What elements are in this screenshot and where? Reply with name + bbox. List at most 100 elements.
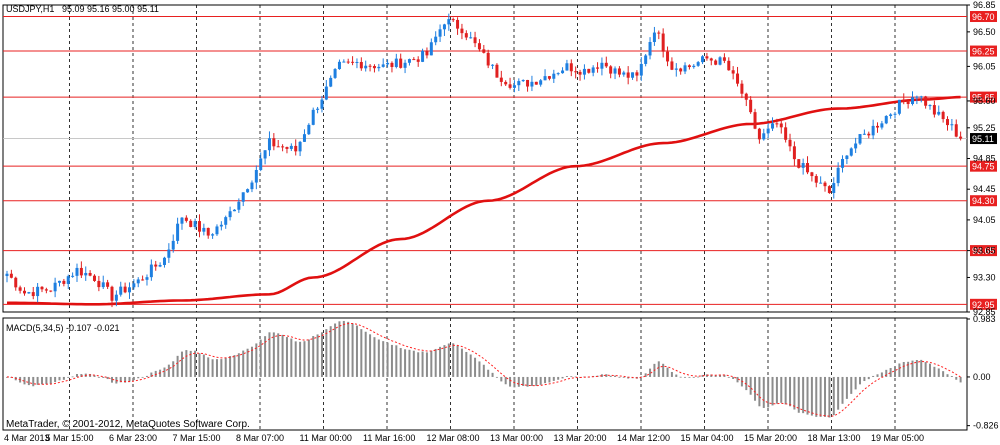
macd-bar [430,350,433,377]
current-price-text: 95.11 [972,134,994,144]
candle [897,99,901,116]
candle [744,92,748,107]
candle [442,23,446,36]
macd-bar [49,376,52,385]
candle [298,140,302,157]
macd-bar [688,376,691,378]
candle [53,277,57,298]
candle [75,263,79,282]
macd-signal-line [6,323,961,417]
candle [456,17,460,35]
time-tick-label: 13 Mar 20:00 [554,433,607,443]
candle [167,243,171,263]
time-tick-label: 6 Mar 23:00 [109,433,157,443]
candle [596,62,600,73]
macd-bar [141,376,144,378]
candle [206,227,210,239]
candle [696,60,700,67]
candle [884,115,888,125]
candle [959,131,963,141]
macd-bar [872,375,875,377]
macd-bar [657,361,660,377]
macd-bar [824,376,827,417]
candle [403,59,407,74]
candle [854,137,858,154]
macd-bar [662,363,665,377]
candle [652,26,656,46]
macd-bar [465,351,468,377]
candle [561,67,565,74]
macd-bar [880,372,883,377]
candle [307,123,311,136]
level-label: 94.30 [970,195,997,207]
macd-bar [277,333,280,377]
macd-bar [124,376,127,383]
macd-bar [806,376,809,415]
macd-bar [745,376,748,391]
macd-bar [154,370,157,377]
candle [631,72,635,80]
candle [355,58,359,69]
macd-bar [771,376,774,406]
candle [622,70,626,77]
candle [390,61,394,73]
candle [154,260,158,271]
candle [351,56,355,66]
macd-bar [224,357,227,377]
candle [858,134,862,145]
macd-bar [924,362,927,377]
candle [394,53,398,69]
candle [718,56,722,66]
macd-bar [530,376,533,386]
candle [534,81,538,85]
candle [928,104,932,110]
candle [464,30,468,41]
macd-bar [255,343,258,377]
macd-bar [701,374,704,377]
macd-bar [570,376,573,378]
candle [289,143,293,151]
macd-bar [815,376,818,417]
macd-bar [194,350,197,377]
time-tick-label: 14 Mar 12:00 [617,433,670,443]
macd-bar [605,374,608,377]
time-tick-label: 7 Mar 15:00 [173,433,221,443]
time-tick-label: 4 Mar 2013 [4,433,50,443]
candle [224,215,228,229]
candle [110,285,114,308]
price-tick-label: 95.25 [973,123,996,133]
macd-bar [666,367,669,377]
time-tick-label: 8 Mar 07:00 [236,433,284,443]
macd-bar [229,356,232,377]
candle [722,53,726,64]
macd-bar [334,323,337,377]
candle [626,66,630,85]
candle [578,69,582,81]
candle [219,221,223,231]
macd-bar [697,376,700,378]
macd-bar [955,376,958,380]
macd-bar [272,332,275,377]
candle [810,171,814,182]
macd-bar [561,376,564,379]
macd-bar [767,376,770,408]
macd-bar [27,376,30,386]
candle [924,95,928,109]
price-tick-label: 96.05 [973,61,996,71]
macd-bar [434,348,437,377]
macd-bar [145,375,148,377]
level-label-text: 96.25 [972,47,995,57]
level-label-text: 96.70 [972,12,995,22]
candle [119,281,123,297]
candle [386,59,390,68]
candle [508,77,512,90]
candle [731,66,735,80]
macd-bar [902,361,905,377]
macd-bar [45,376,48,385]
candle [784,122,788,143]
macd-bar [574,376,577,378]
candle [276,139,280,148]
macd-bar [246,348,249,377]
time-tick-label: 18 Mar 13:00 [808,433,861,443]
